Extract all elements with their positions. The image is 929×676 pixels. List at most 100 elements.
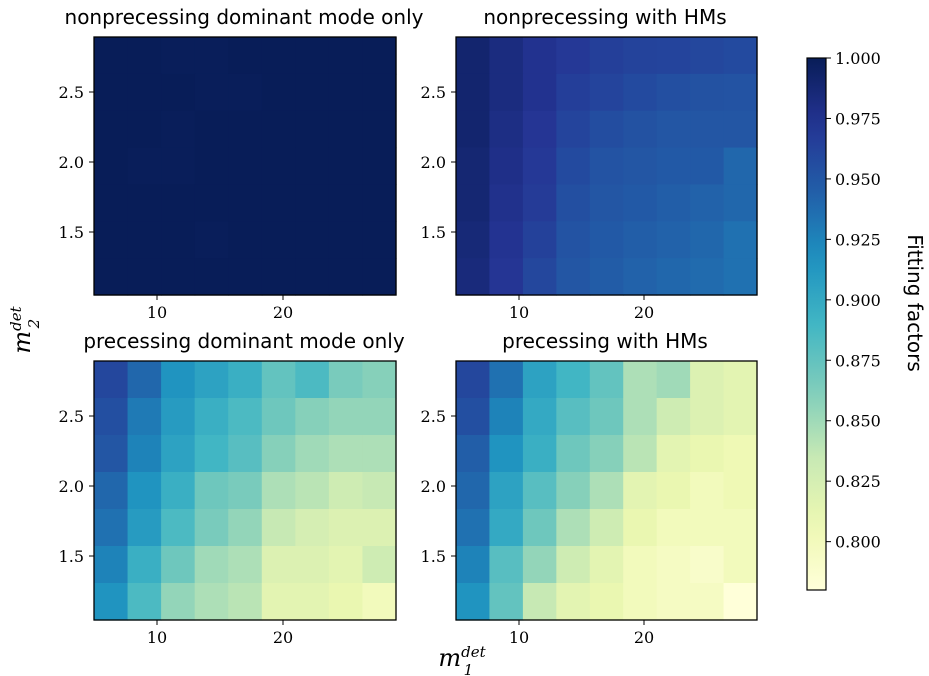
panel-title: precessing with HMs — [502, 329, 708, 353]
heatmap-cell — [623, 147, 658, 186]
heatmap-cell — [161, 73, 196, 112]
heatmap-cell — [362, 184, 397, 222]
colorbar-ticks: 1.000 0.975 0.950 0.925 0.900 0.875 0.850 0.825… — [826, 49, 881, 552]
heatmap-cell — [556, 435, 591, 473]
heatmap-cell — [228, 361, 263, 399]
heatmap-cell — [623, 110, 658, 149]
heatmap-cell — [623, 472, 658, 510]
heatmap-cell — [656, 398, 691, 436]
heatmap-cells — [456, 37, 758, 296]
y-tick-label: 1.5 — [59, 223, 84, 242]
heatmap-cell — [261, 110, 296, 149]
heatmap-cell — [489, 509, 524, 547]
heatmap-cell — [556, 583, 591, 621]
heatmap-cell — [228, 221, 263, 259]
heatmap-cell — [127, 583, 162, 621]
heatmap-cell — [456, 73, 491, 112]
heatmap-cell — [623, 398, 658, 436]
heatmap-cell — [589, 73, 624, 112]
heatmap-cell — [556, 361, 591, 399]
heatmap-cells — [456, 361, 758, 621]
heatmap-cell — [328, 147, 364, 186]
heatmap-cell — [556, 221, 591, 259]
heatmap-cell — [623, 221, 658, 259]
heatmap-cell — [556, 546, 591, 584]
heatmap-cell — [328, 37, 364, 75]
heatmap-cell — [194, 110, 229, 149]
heatmap-cell — [194, 472, 229, 510]
panel-title: nonprecessing with HMs — [483, 5, 726, 29]
heatmap-cell — [261, 147, 296, 186]
heatmap-cell — [456, 398, 491, 436]
heatmap-cell — [589, 37, 624, 75]
heatmap-cell — [161, 509, 196, 547]
heatmap-cell — [295, 361, 330, 399]
x-tick-label: 20 — [634, 303, 654, 322]
colorbar-frame — [806, 57, 827, 591]
heatmap-cell — [295, 147, 330, 186]
y-tick-label: 2.5 — [421, 407, 446, 426]
heatmap-cell — [623, 435, 658, 473]
heatmap-cell — [690, 110, 725, 149]
heatmap-cell — [690, 184, 725, 222]
heatmap-cell — [328, 398, 364, 436]
heatmap-cell — [690, 147, 725, 186]
x-tick-label: 20 — [273, 628, 293, 647]
heatmap-cell — [456, 509, 491, 547]
x-tick-label: 10 — [509, 628, 529, 647]
heatmap-cell — [723, 258, 758, 296]
heatmap-cell — [295, 435, 330, 473]
heatmap-cell — [94, 221, 129, 259]
heatmap-cell — [456, 110, 491, 149]
heatmap-cell — [127, 73, 162, 112]
colorbar-tick-label: 0.825 — [835, 472, 881, 491]
heatmap-cell — [589, 398, 624, 436]
colorbar-gradient — [807, 58, 826, 590]
heatmap-cell — [295, 37, 330, 75]
heatmap-cell — [94, 37, 129, 75]
colorbar-tick-label: 0.800 — [835, 533, 881, 552]
heatmap-cell — [261, 184, 296, 222]
heatmap-cell — [656, 583, 691, 621]
y-axis-label: mdet2 — [7, 305, 43, 353]
heatmap-cell — [456, 221, 491, 259]
heatmap-cell — [522, 398, 557, 436]
heatmap-cell — [723, 73, 758, 112]
heatmap-cell — [94, 147, 129, 186]
y-tick-label: 1.5 — [421, 223, 446, 242]
heatmap-cell — [522, 37, 557, 75]
heatmap-cell — [589, 361, 624, 399]
heatmap-cell — [656, 361, 691, 399]
heatmap-cell — [295, 583, 330, 621]
heatmap-cell — [522, 435, 557, 473]
heatmap-cell — [556, 398, 591, 436]
heatmap-cell — [690, 37, 725, 75]
heatmap-cell — [161, 361, 196, 399]
heatmap-cell — [328, 472, 364, 510]
heatmap-cell — [127, 546, 162, 584]
heatmap-cell — [161, 583, 196, 621]
x-axis-label: mdet 1 — [438, 643, 486, 676]
heatmap-cell — [456, 472, 491, 510]
heatmap-cell — [690, 546, 725, 584]
heatmap-cell — [522, 509, 557, 547]
heatmap-cell — [362, 361, 397, 399]
x-tick-label: 10 — [147, 303, 167, 322]
heatmap-cell — [522, 472, 557, 510]
heatmap-cell — [623, 509, 658, 547]
heatmap-cell — [328, 546, 364, 584]
heatmap-cell — [489, 110, 524, 149]
heatmap-cell — [328, 184, 364, 222]
heatmap-cell — [362, 258, 397, 296]
heatmap-cell — [127, 472, 162, 510]
colorbar: 1.000 0.975 0.950 0.925 0.900 0.875 0.850 0.825… — [806, 49, 927, 591]
heatmap-cell — [723, 147, 758, 186]
heatmap-cell — [522, 583, 557, 621]
y-tick-label: 2.5 — [59, 407, 84, 426]
heatmap-cell — [261, 472, 296, 510]
heatmap-cell — [328, 583, 364, 621]
heatmap-cell — [261, 221, 296, 259]
heatmap-cell — [194, 73, 229, 112]
heatmap-cell — [656, 221, 691, 259]
heatmap-cell — [723, 184, 758, 222]
